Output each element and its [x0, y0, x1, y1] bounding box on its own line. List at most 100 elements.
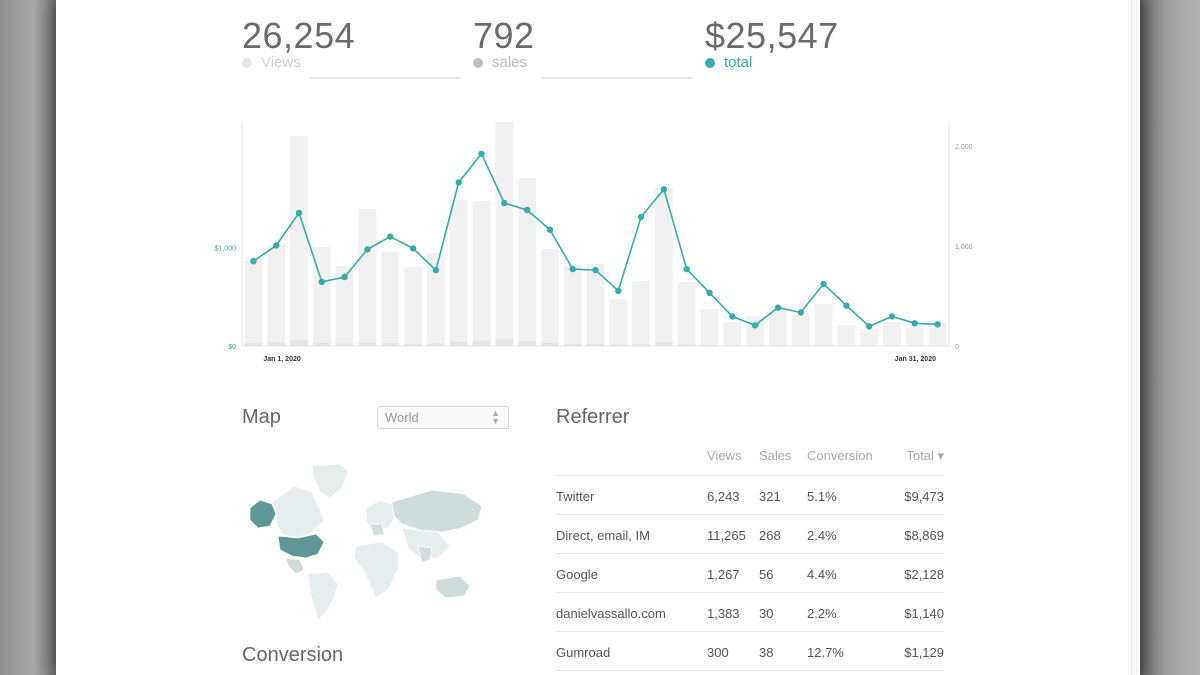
sales-label: sales	[492, 54, 528, 71]
chart-bar	[244, 257, 263, 346]
column-total[interactable]: Total ▾	[906, 448, 944, 463]
chart-point	[592, 266, 599, 274]
chart-point	[615, 287, 622, 294]
referrer-views: 300	[707, 645, 729, 660]
column-conversion[interactable]: Conversion	[807, 448, 873, 463]
scrollbar-track[interactable]	[1131, 0, 1138, 675]
referrer-views: 1,383	[707, 606, 740, 621]
chart-bar	[837, 345, 856, 346]
referrer-conversion: 12.7%	[807, 645, 844, 660]
referrer-total: $1,129	[904, 645, 944, 660]
column-sales[interactable]: Sales	[759, 448, 792, 463]
table-row[interactable]: Gumroad 300 38 12.7% $1,129	[556, 632, 944, 671]
chart-bar	[472, 201, 491, 346]
column-views[interactable]: Views	[707, 448, 742, 463]
chart-bar	[883, 345, 901, 346]
chart-bar	[495, 122, 514, 346]
referrer-name: danielvassallo.com	[556, 606, 666, 621]
chart-point	[501, 199, 508, 207]
total-legend[interactable]: total	[705, 54, 752, 71]
referrer-conversion: 5.1%	[807, 489, 837, 504]
chart-bar	[312, 343, 331, 346]
views-count: 26,254	[242, 15, 356, 56]
chart-point	[341, 273, 348, 281]
chart-point	[706, 289, 713, 296]
world-map[interactable]	[242, 462, 492, 622]
chart-bar	[518, 178, 536, 346]
sales-chart: $0 $1,000 0 1,000 2,000 Jan 1, 2020 Jan 31, 20…	[206, 108, 986, 378]
referrer-views: 6,243	[707, 489, 740, 504]
chart-bar	[381, 252, 400, 346]
chart-bar	[746, 345, 765, 346]
table-row[interactable]: Direct, email, IM 11,265 268 2.4% $8,869	[556, 515, 944, 554]
chart-bar	[905, 345, 924, 346]
region-select-value: World	[385, 410, 419, 425]
total-dot-icon	[705, 57, 715, 68]
chart-point	[318, 278, 325, 286]
referrer-conversion: 2.4%	[807, 528, 837, 543]
x-tick-label: Jan 31, 2020	[895, 356, 936, 363]
chart-bar	[563, 344, 582, 346]
region-select[interactable]: World ▲ ▼	[377, 406, 509, 429]
chart-point	[729, 313, 736, 320]
referrer-sales: 30	[759, 606, 774, 621]
chart-point	[797, 309, 804, 316]
chart-bar	[427, 343, 445, 346]
referrer-name: Direct, email, IM	[556, 528, 650, 543]
chart-point	[523, 206, 531, 214]
asia	[391, 489, 483, 563]
chart-bar	[769, 309, 787, 346]
chart-point	[569, 265, 576, 273]
australia	[435, 575, 471, 599]
chart-bar	[723, 322, 742, 346]
referrer-name: Gumroad	[556, 645, 611, 660]
chart-point	[364, 246, 371, 253]
referrer-name: Twitter	[556, 489, 595, 504]
chart-point	[273, 242, 280, 249]
chart-bar	[586, 264, 605, 346]
y-tick-left: $1,000	[215, 245, 237, 252]
chart-bar	[700, 345, 719, 346]
chart-bar	[700, 309, 719, 346]
x-tick-label: Jan 1, 2020	[263, 356, 300, 363]
chart-point	[409, 245, 417, 252]
canada	[271, 485, 325, 539]
y-tick-left: $0	[228, 344, 236, 351]
chart-bar	[495, 338, 514, 346]
sales-stat: 792 sales	[473, 14, 535, 71]
chart-bar	[472, 340, 491, 346]
chart-point	[660, 186, 668, 193]
europe	[365, 499, 395, 537]
referrer-sales: 38	[759, 645, 774, 660]
table-row[interactable]: Google 1,267 56 4.4% $2,128	[556, 554, 944, 593]
views-legend[interactable]: Views	[242, 54, 301, 71]
chart-bar	[609, 344, 628, 346]
chart-point	[295, 209, 303, 217]
chart-bar	[677, 282, 696, 346]
total-amount: $25,547	[705, 15, 839, 56]
chart-bar	[449, 341, 468, 346]
chart-bar	[655, 188, 673, 346]
views-dot-icon	[242, 57, 252, 68]
chart-point	[866, 323, 873, 330]
chart-bar	[860, 345, 879, 346]
chart-bar	[404, 344, 422, 346]
referrer-total: $2,128	[904, 567, 944, 582]
divider	[541, 77, 693, 79]
conversion-title: Conversion	[242, 644, 344, 666]
chart-bar	[814, 304, 833, 346]
chart-bar	[723, 345, 742, 346]
sales-legend[interactable]: sales	[473, 54, 527, 71]
table-row[interactable]: Twitter 6,243 321 5.1% $9,473	[556, 476, 944, 515]
chart-bar	[791, 345, 810, 346]
referrer-title: Referrer	[556, 406, 630, 428]
greenland	[311, 463, 349, 499]
select-arrows-icon: ▲ ▼	[491, 408, 500, 426]
table-row[interactable]: danielvassallo.com 1,383 30 2.2% $1,140	[556, 593, 944, 632]
chart-bar	[427, 253, 445, 346]
referrer-name: Google	[556, 567, 598, 582]
chart-point	[683, 265, 690, 273]
chart-bar	[335, 343, 354, 346]
chart-bar	[837, 325, 856, 346]
mexico	[285, 557, 305, 575]
